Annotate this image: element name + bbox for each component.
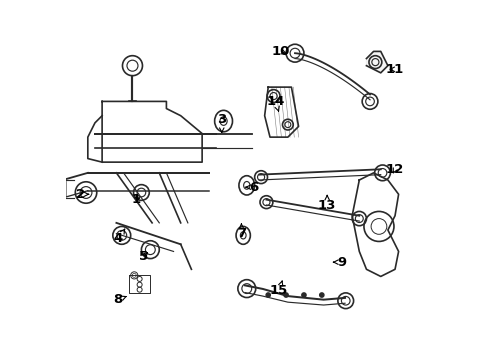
Text: 15: 15 [270,281,288,297]
Text: 14: 14 [266,95,285,111]
Text: 12: 12 [386,163,404,176]
Text: 10: 10 [271,45,290,58]
Text: 8: 8 [114,293,126,306]
Polygon shape [367,51,388,73]
Circle shape [302,293,306,297]
Circle shape [266,293,270,297]
Text: 3: 3 [217,113,226,132]
Text: 7: 7 [237,224,246,240]
Text: 4: 4 [114,229,125,246]
Text: 9: 9 [334,256,346,269]
Text: 2: 2 [76,188,89,201]
Text: 1: 1 [131,193,141,206]
Circle shape [284,293,288,297]
Text: 6: 6 [246,181,259,194]
Text: 11: 11 [386,63,404,76]
Text: 5: 5 [139,250,148,263]
Circle shape [319,293,324,297]
Text: 13: 13 [318,195,336,212]
FancyBboxPatch shape [57,181,66,197]
